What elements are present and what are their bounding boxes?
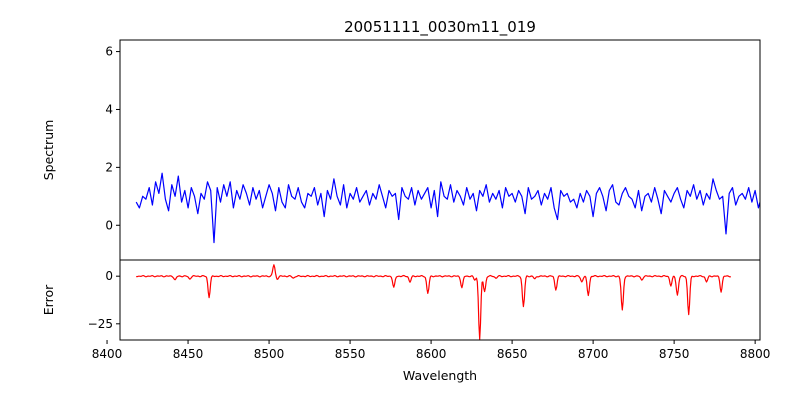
x-tick-label: 8450 (173, 347, 204, 361)
x-tick-label: 8750 (659, 347, 690, 361)
chart-title: 20051111_0030m11_019 (344, 18, 536, 37)
spectrum-y-label: Spectrum (41, 120, 56, 181)
error-line (136, 264, 732, 340)
x-axis-label: Wavelength (403, 368, 477, 383)
error-y-ticks: 0 −25 (88, 269, 120, 331)
spectrum-y-tick-label: 6 (105, 45, 113, 59)
x-tick-label: 8550 (335, 347, 366, 361)
x-tick-label: 8400 (92, 347, 123, 361)
spectrum-y-tick-label: 4 (105, 102, 113, 116)
spectrum-line (135, 172, 760, 244)
error-y-label: Error (41, 284, 56, 315)
x-tick-label: 8500 (254, 347, 285, 361)
error-axes-frame (119, 259, 761, 341)
x-tick-label: 8700 (578, 347, 609, 361)
error-y-tick-label: 0 (105, 269, 113, 283)
error-y-tick-label: −25 (88, 317, 113, 331)
spectrum-panel: 0 2 4 6 Spectrum (41, 39, 761, 261)
spectrum-y-ticks: 0 2 4 6 (105, 45, 120, 232)
x-tick-label: 8800 (740, 347, 771, 361)
error-panel: 0 −25 8400 8450 8500 8550 8600 8650 8700 8750 880… (41, 259, 771, 383)
error-x-ticks: 8400 8450 8500 8550 8600 8650 8700 8750 8800 (92, 340, 771, 361)
x-tick-label: 8600 (416, 347, 447, 361)
x-tick-label: 8650 (497, 347, 528, 361)
spectrum-axes-frame (119, 39, 761, 261)
spectrum-y-tick-label: 0 (105, 218, 113, 232)
spectrum-y-tick-label: 2 (105, 160, 113, 174)
